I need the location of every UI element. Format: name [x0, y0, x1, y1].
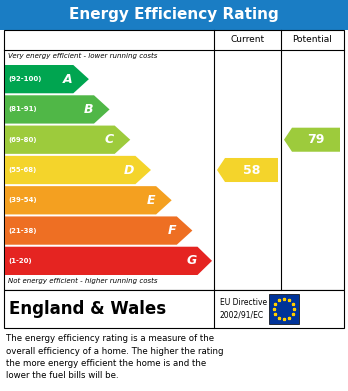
Polygon shape — [217, 158, 278, 182]
Text: 79: 79 — [307, 133, 325, 146]
Text: Current: Current — [230, 36, 264, 45]
Polygon shape — [284, 128, 340, 152]
Bar — [4, 30, 344, 290]
Text: F: F — [167, 224, 176, 237]
Polygon shape — [5, 217, 192, 245]
Text: (39-54): (39-54) — [8, 197, 37, 203]
Polygon shape — [5, 126, 130, 154]
Polygon shape — [5, 156, 151, 184]
Text: Energy Efficiency Rating: Energy Efficiency Rating — [69, 7, 279, 23]
Text: Very energy efficient - lower running costs: Very energy efficient - lower running co… — [8, 53, 157, 59]
Text: Potential: Potential — [293, 36, 332, 45]
Polygon shape — [5, 247, 212, 275]
Text: (69-80): (69-80) — [8, 137, 37, 143]
Text: Not energy efficient - higher running costs: Not energy efficient - higher running co… — [8, 278, 158, 284]
Bar — [0, 0, 348, 30]
Text: D: D — [124, 163, 134, 176]
Text: The energy efficiency rating is a measure of the
overall efficiency of a home. T: The energy efficiency rating is a measur… — [6, 334, 223, 380]
Text: E: E — [147, 194, 155, 207]
Text: B: B — [84, 103, 93, 116]
Text: EU Directive
2002/91/EC: EU Directive 2002/91/EC — [220, 298, 267, 320]
Polygon shape — [5, 65, 89, 93]
Bar — [269, 294, 299, 324]
Text: (92-100): (92-100) — [8, 76, 41, 82]
Text: (81-91): (81-91) — [8, 106, 37, 113]
Polygon shape — [5, 186, 172, 214]
Text: 58: 58 — [243, 163, 260, 176]
Text: G: G — [186, 255, 197, 267]
Text: C: C — [105, 133, 114, 146]
Text: England & Wales: England & Wales — [9, 300, 166, 318]
Text: (1-20): (1-20) — [8, 258, 32, 264]
Text: (21-38): (21-38) — [8, 228, 37, 233]
Polygon shape — [5, 95, 110, 124]
Text: (55-68): (55-68) — [8, 167, 36, 173]
Text: A: A — [63, 73, 72, 86]
Bar — [4, 290, 344, 328]
